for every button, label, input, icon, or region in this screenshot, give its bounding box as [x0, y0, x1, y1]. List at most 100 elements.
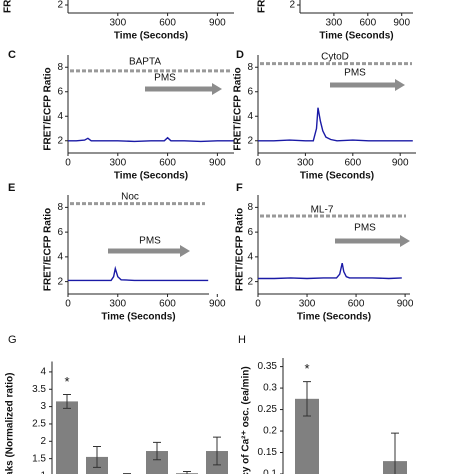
panel-letter: C: [8, 49, 16, 61]
y-axis-label: aks (Normalized ratio): [5, 373, 16, 474]
trace: [258, 107, 413, 142]
y-tick-label: 8: [247, 202, 253, 213]
x-tick-label: 900: [392, 158, 409, 169]
x-tick-label: 0: [255, 299, 261, 310]
y-axis-label: cy of Ca²⁺ osc. (ea/min): [241, 366, 252, 474]
x-axis-label: Time (Seconds): [114, 31, 188, 42]
y-axis-label: FRET/ECFP Ratio: [3, 0, 14, 13]
x-tick-label: 300: [326, 18, 343, 29]
x-tick-label: 0: [65, 158, 71, 169]
y-tick-label: 2: [57, 276, 63, 287]
y-tick-label: 6: [247, 227, 253, 238]
panel-letter: F: [236, 182, 243, 194]
x-tick-label: 900: [397, 299, 414, 310]
y-axis-label: FRET/ECFP Ratio: [235, 208, 246, 291]
y-tick-label: 2: [57, 0, 63, 11]
trace: [68, 265, 209, 282]
y-tick-label: 4: [247, 252, 253, 263]
error-bar: [153, 441, 161, 461]
bar: [146, 451, 168, 474]
bar: [56, 401, 78, 474]
y-tick-label: 3.5: [32, 384, 46, 395]
x-tick-label: 300: [109, 299, 126, 310]
y-tick-label: 2: [57, 135, 63, 146]
error-bar: [213, 436, 221, 466]
arrow-head: [400, 235, 410, 247]
error-bar: [183, 470, 191, 474]
panel-title: ML-7: [311, 205, 334, 216]
y-tick-label: 3: [40, 401, 46, 412]
error-bar: [303, 381, 311, 417]
panel-title: CytoD: [321, 52, 349, 63]
y-tick-label: 0.15: [258, 447, 278, 458]
arrow-label: PMS: [354, 223, 376, 234]
y-tick-label: 8: [57, 62, 63, 73]
y-tick-label: 8: [57, 202, 63, 213]
x-axis-label: Time (Seconds): [297, 312, 371, 323]
x-tick-label: 900: [209, 18, 226, 29]
y-tick-label: 4: [57, 252, 63, 263]
panel-letter: G: [8, 334, 17, 346]
x-tick-label: 300: [297, 158, 314, 169]
arrow-label: PMS: [344, 68, 366, 79]
y-axis-label: FRET/ECFP Ratio: [257, 0, 268, 13]
x-tick-label: 600: [159, 158, 176, 169]
y-tick-label: 6: [57, 227, 63, 238]
x-tick-label: 900: [393, 18, 410, 29]
y-tick-label: 0.25: [258, 404, 278, 415]
x-tick-label: 0: [65, 299, 71, 310]
y-tick-label: 2: [289, 0, 295, 11]
y-tick-label: 0.3: [263, 383, 277, 394]
x-tick-label: 600: [359, 18, 376, 29]
y-tick-label: 2.5: [32, 419, 46, 430]
x-tick-label: 0: [255, 158, 261, 169]
y-tick-label: 4: [247, 111, 253, 122]
error-bar: [63, 393, 71, 409]
x-tick-label: 300: [109, 158, 126, 169]
y-tick-label: 0.35: [258, 361, 278, 372]
x-tick-label: 300: [109, 18, 126, 29]
arrow-head: [212, 83, 222, 95]
y-tick-label: 2: [40, 436, 46, 447]
panel-title: BAPTA: [129, 57, 161, 68]
trace: [258, 262, 402, 280]
x-tick-label: 900: [209, 299, 226, 310]
y-tick-label: 2: [247, 135, 253, 146]
panel-letter: E: [8, 182, 15, 194]
panel-title: Noc: [121, 192, 139, 203]
trace: [68, 136, 234, 143]
panel-letter: H: [238, 334, 246, 346]
y-axis-label: FRET/ECFP Ratio: [43, 67, 54, 150]
y-tick-label: 6: [247, 86, 253, 97]
error-bar: [391, 432, 399, 474]
x-axis-label: Time (Seconds): [319, 31, 393, 42]
panel-letter: D: [236, 49, 244, 61]
significance-star: *: [304, 361, 309, 376]
y-tick-label: 8: [247, 62, 253, 73]
x-tick-label: 600: [344, 158, 361, 169]
y-tick-label: 4: [40, 367, 46, 378]
y-tick-label: 0.2: [263, 426, 277, 437]
x-axis-label: Time (Seconds): [300, 171, 374, 182]
y-tick-label: 2: [247, 276, 253, 287]
arrow-head: [180, 245, 190, 257]
x-tick-label: 600: [159, 299, 176, 310]
arrow-label: PMS: [139, 236, 161, 247]
arrow-head: [395, 79, 405, 91]
x-axis-label: Time (Seconds): [114, 171, 188, 182]
y-tick-label: 4: [57, 111, 63, 122]
x-tick-label: 300: [299, 299, 316, 310]
error-bar: [93, 446, 101, 468]
x-tick-label: 600: [348, 299, 365, 310]
significance-star: *: [64, 374, 69, 389]
x-tick-label: 600: [159, 18, 176, 29]
y-axis-label: FRET/ECFP Ratio: [43, 208, 54, 291]
arrow-label: PMS: [154, 73, 176, 84]
y-axis-label: FRET/ECFP Ratio: [233, 67, 244, 150]
y-tick-label: 1.5: [32, 453, 46, 464]
x-axis-label: Time (Seconds): [101, 312, 175, 323]
y-tick-label: 1: [40, 471, 46, 474]
y-tick-label: 0.1: [263, 469, 277, 474]
x-tick-label: 900: [209, 158, 226, 169]
